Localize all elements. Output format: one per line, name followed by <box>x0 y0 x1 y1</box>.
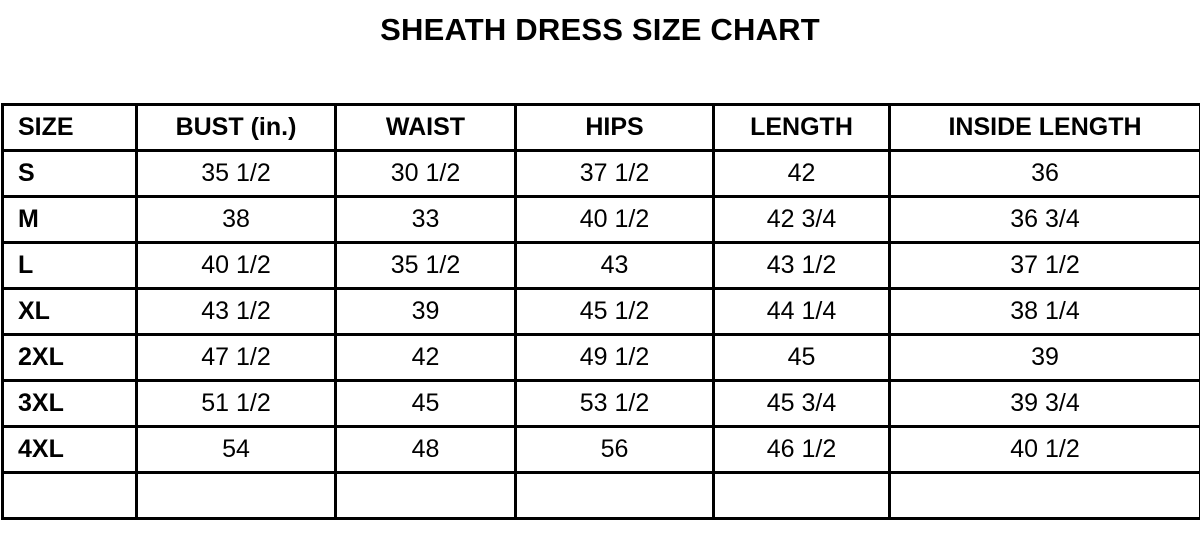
cell-size: M <box>1 195 138 244</box>
table-row: XL 43 1/2 39 45 1/2 44 1/4 38 1/4 <box>1 287 1200 336</box>
cell-waist <box>334 471 517 520</box>
cell-inside-length: 39 <box>888 333 1200 382</box>
column-header-hips: HIPS <box>514 103 715 152</box>
cell-inside-length <box>888 471 1200 520</box>
header-row: SIZE BUST (in.) WAIST HIPS LENGTH INSIDE LENG… <box>1 103 1200 152</box>
cell-hips: 43 <box>514 241 715 290</box>
cell-hips: 45 1/2 <box>514 287 715 336</box>
cell-inside-length: 36 <box>888 149 1200 198</box>
cell-bust: 51 1/2 <box>135 379 337 428</box>
table-row: M 38 33 40 1/2 42 3/4 36 3/4 <box>1 195 1200 244</box>
column-header-inside-length: INSIDE LENGTH <box>888 103 1200 152</box>
cell-waist: 48 <box>334 425 517 474</box>
size-chart-table: SIZE BUST (in.) WAIST HIPS LENGTH INSIDE LENG… <box>1 103 1200 520</box>
cell-inside-length: 36 3/4 <box>888 195 1200 244</box>
cell-size: S <box>1 149 138 198</box>
cell-waist: 45 <box>334 379 517 428</box>
cell-length: 45 3/4 <box>712 379 891 428</box>
cell-bust: 40 1/2 <box>135 241 337 290</box>
table-row: 2XL 47 1/2 42 49 1/2 45 39 <box>1 333 1200 382</box>
cell-inside-length: 39 3/4 <box>888 379 1200 428</box>
cell-bust: 47 1/2 <box>135 333 337 382</box>
cell-bust: 35 1/2 <box>135 149 337 198</box>
cell-length: 42 3/4 <box>712 195 891 244</box>
cell-length: 46 1/2 <box>712 425 891 474</box>
cell-size: 4XL <box>1 425 138 474</box>
cell-waist: 42 <box>334 333 517 382</box>
cell-waist: 39 <box>334 287 517 336</box>
cell-inside-length: 38 1/4 <box>888 287 1200 336</box>
cell-hips <box>514 471 715 520</box>
cell-length: 42 <box>712 149 891 198</box>
cell-size: 3XL <box>1 379 138 428</box>
cell-inside-length: 40 1/2 <box>888 425 1200 474</box>
cell-length: 43 1/2 <box>712 241 891 290</box>
cell-waist: 33 <box>334 195 517 244</box>
cell-size <box>1 471 138 520</box>
cell-hips: 37 1/2 <box>514 149 715 198</box>
cell-waist: 35 1/2 <box>334 241 517 290</box>
column-header-waist: WAIST <box>334 103 517 152</box>
cell-hips: 40 1/2 <box>514 195 715 244</box>
table-row: 4XL 54 48 56 46 1/2 40 1/2 <box>1 425 1200 474</box>
cell-length: 45 <box>712 333 891 382</box>
cell-hips: 53 1/2 <box>514 379 715 428</box>
cell-bust: 54 <box>135 425 337 474</box>
table-row: S 35 1/2 30 1/2 37 1/2 42 36 <box>1 149 1200 198</box>
table-row: L 40 1/2 35 1/2 43 43 1/2 37 1/2 <box>1 241 1200 290</box>
cell-waist: 30 1/2 <box>334 149 517 198</box>
cell-size: XL <box>1 287 138 336</box>
table-row: 3XL 51 1/2 45 53 1/2 45 3/4 39 3/4 <box>1 379 1200 428</box>
cell-hips: 56 <box>514 425 715 474</box>
column-header-length: LENGTH <box>712 103 891 152</box>
page-title: SHEATH DRESS SIZE CHART <box>380 12 820 47</box>
table-row <box>1 471 1200 520</box>
cell-size: L <box>1 241 138 290</box>
cell-size: 2XL <box>1 333 138 382</box>
cell-bust: 38 <box>135 195 337 244</box>
cell-length: 44 1/4 <box>712 287 891 336</box>
cell-bust: 43 1/2 <box>135 287 337 336</box>
column-header-size: SIZE <box>1 103 138 152</box>
column-header-bust: BUST (in.) <box>135 103 337 152</box>
cell-bust <box>135 471 337 520</box>
cell-inside-length: 37 1/2 <box>888 241 1200 290</box>
cell-length <box>712 471 891 520</box>
cell-hips: 49 1/2 <box>514 333 715 382</box>
